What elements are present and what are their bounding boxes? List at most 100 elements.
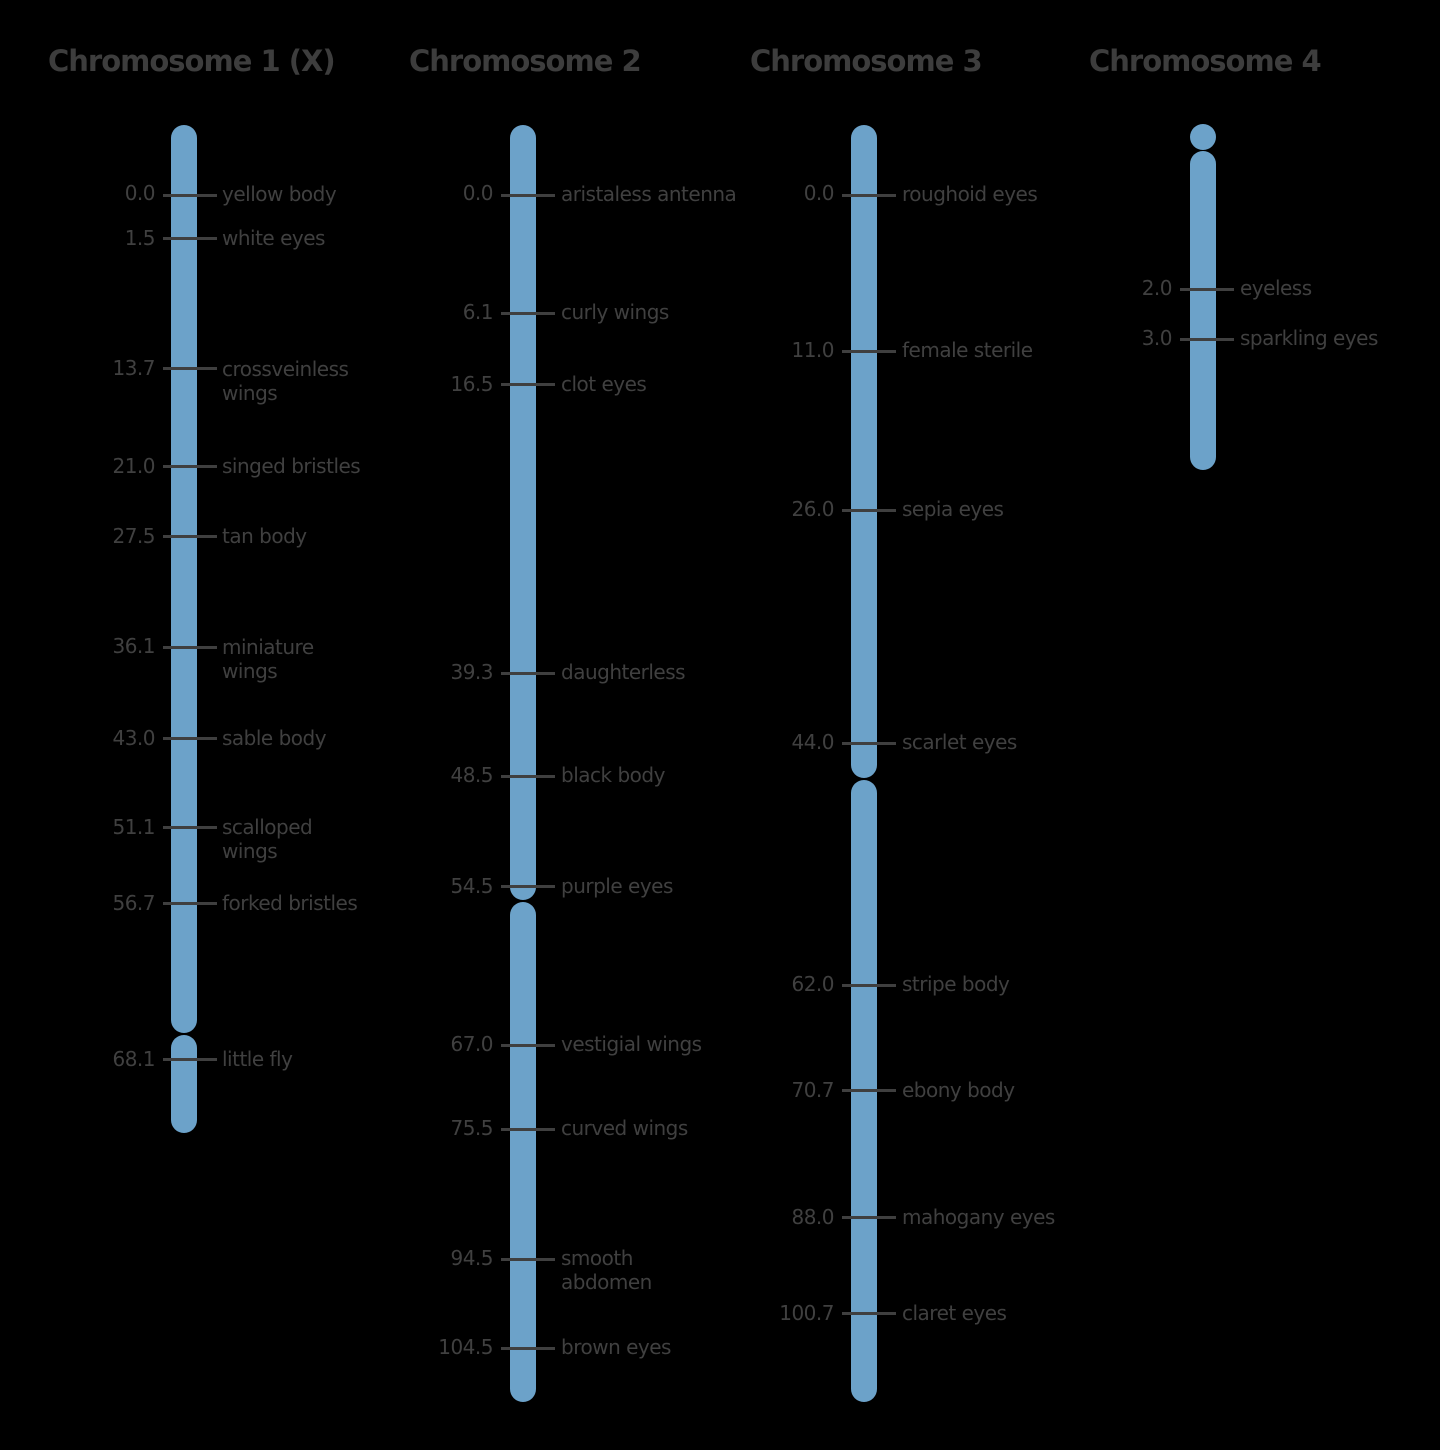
locus-gene: mahogany eyes — [902, 1205, 1055, 1229]
chromosome-4-title: Chromosome 4 — [1089, 44, 1322, 78]
locus-position: 3.0 — [1141, 326, 1173, 350]
locus-position: 56.7 — [112, 891, 155, 915]
locus-position: 6.1 — [462, 300, 494, 324]
locus-tick — [163, 646, 217, 649]
locus-position: 0.0 — [124, 181, 156, 205]
gene-line-1: crossveinless — [222, 357, 349, 381]
locus-position: 94.5 — [450, 1246, 493, 1270]
locus-gene: black body — [561, 763, 665, 787]
locus-position: 88.0 — [791, 1205, 834, 1229]
gene-line-2: wings — [222, 381, 278, 405]
chromosome-1-arm-upper — [171, 125, 197, 1033]
locus-gene: sepia eyes — [902, 497, 1004, 521]
locus-position: 36.1 — [112, 634, 155, 658]
gene-line-2: abdomen — [561, 1270, 652, 1294]
chromosome-2-title: Chromosome 2 — [409, 44, 642, 78]
locus-tick — [163, 1058, 217, 1061]
locus-gene: smooth abdomen — [561, 1246, 652, 1294]
locus-position: 75.5 — [450, 1116, 493, 1140]
gene-line-1: scalloped — [222, 815, 313, 839]
locus-position: 70.7 — [791, 1078, 834, 1102]
locus-tick — [501, 885, 555, 888]
gene-line-2: wings — [222, 659, 278, 683]
locus-tick — [163, 535, 217, 538]
locus-gene: aristaless antenna — [561, 182, 737, 206]
locus-position: 62.0 — [791, 972, 834, 996]
locus-gene: roughoid eyes — [902, 182, 1038, 206]
locus-position: 16.5 — [450, 372, 493, 396]
locus-tick — [842, 509, 896, 512]
locus-tick — [842, 1089, 896, 1092]
chromosome-2-arm-lower — [510, 902, 536, 1402]
locus-tick — [501, 194, 555, 197]
locus-gene: ebony body — [902, 1078, 1015, 1102]
locus-position: 39.3 — [450, 660, 493, 684]
locus-tick — [163, 465, 217, 468]
locus-tick — [501, 1347, 555, 1350]
locus-gene: scarlet eyes — [902, 730, 1017, 754]
locus-tick — [501, 775, 555, 778]
locus-position: 104.5 — [438, 1335, 493, 1359]
locus-gene: female sterile — [902, 338, 1033, 362]
locus-tick — [501, 1128, 555, 1131]
locus-position: 13.7 — [112, 356, 155, 380]
locus-gene: purple eyes — [561, 874, 673, 898]
locus-tick — [163, 737, 217, 740]
chromosome-1-arm-lower — [171, 1035, 197, 1133]
locus-gene: miniature wings — [222, 635, 314, 683]
locus-gene: scalloped wings — [222, 815, 313, 863]
locus-position: 26.0 — [791, 497, 834, 521]
locus-tick — [842, 984, 896, 987]
chromosome-3-title: Chromosome 3 — [750, 44, 983, 78]
locus-tick — [842, 1216, 896, 1219]
locus-gene: little fly — [222, 1047, 293, 1071]
locus-gene: sable body — [222, 726, 327, 750]
locus-gene: sparkling eyes — [1240, 326, 1378, 350]
locus-tick — [842, 350, 896, 353]
locus-position: 11.0 — [791, 338, 834, 362]
locus-position: 54.5 — [450, 874, 493, 898]
locus-gene: singed bristles — [222, 454, 361, 478]
locus-gene: stripe body — [902, 972, 1010, 996]
locus-tick — [501, 1044, 555, 1047]
locus-gene: white eyes — [222, 226, 325, 250]
locus-position: 68.1 — [112, 1047, 155, 1071]
locus-position: 51.1 — [112, 815, 155, 839]
locus-tick — [842, 1312, 896, 1315]
gene-line-1: miniature — [222, 635, 314, 659]
locus-gene: curved wings — [561, 1116, 688, 1140]
locus-tick — [1180, 288, 1234, 291]
locus-position: 44.0 — [791, 730, 834, 754]
locus-gene: forked bristles — [222, 891, 358, 915]
locus-tick — [501, 1258, 555, 1261]
gene-line-2: wings — [222, 839, 278, 863]
locus-tick — [501, 383, 555, 386]
locus-tick — [501, 672, 555, 675]
locus-position: 100.7 — [779, 1301, 834, 1325]
locus-gene: brown eyes — [561, 1335, 671, 1359]
locus-gene: clot eyes — [561, 372, 647, 396]
locus-gene: curly wings — [561, 300, 669, 324]
locus-position: 2.0 — [1141, 276, 1173, 300]
gene-line-1: smooth — [561, 1246, 633, 1270]
locus-tick — [842, 742, 896, 745]
locus-position: 43.0 — [112, 726, 155, 750]
locus-position: 21.0 — [112, 454, 155, 478]
locus-position: 67.0 — [450, 1032, 493, 1056]
locus-gene: yellow body — [222, 182, 337, 206]
locus-gene: crossveinless wings — [222, 357, 349, 405]
locus-gene: claret eyes — [902, 1301, 1007, 1325]
locus-position: 48.5 — [450, 763, 493, 787]
locus-gene: vestigial wings — [561, 1032, 702, 1056]
chromosome-4-arm-lower — [1190, 151, 1216, 470]
locus-gene: daughterless — [561, 660, 686, 684]
locus-position: 0.0 — [803, 181, 835, 205]
locus-tick — [1180, 338, 1234, 341]
locus-gene: eyeless — [1240, 276, 1312, 300]
locus-tick — [501, 312, 555, 315]
locus-tick — [163, 367, 217, 370]
locus-gene: tan body — [222, 524, 307, 548]
chromosome-1-title: Chromosome 1 (X) — [48, 44, 336, 78]
chromosome-3-arm-upper — [851, 125, 877, 778]
locus-position: 0.0 — [462, 181, 494, 205]
